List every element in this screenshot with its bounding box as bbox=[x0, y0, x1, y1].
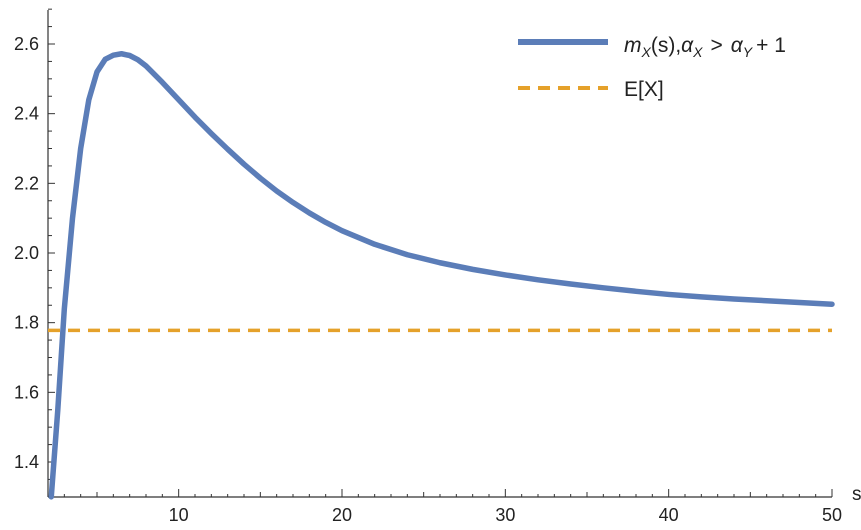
y-tick-label: 2.4 bbox=[14, 104, 39, 124]
x-tick-label: 30 bbox=[495, 505, 515, 525]
x-tick-label: 40 bbox=[659, 505, 679, 525]
legend-alpha-x: α bbox=[681, 34, 694, 57]
legend-alpha-y: α bbox=[731, 34, 744, 57]
y-tick-label: 2.2 bbox=[14, 173, 39, 193]
x-tick-label: 10 bbox=[169, 505, 189, 525]
y-tick-label: 1.6 bbox=[14, 382, 39, 402]
y-tick-label: 1.4 bbox=[14, 452, 39, 472]
legend-gt: > bbox=[711, 34, 723, 57]
x-axis-label: s bbox=[852, 484, 861, 505]
legend-alpha-x-sub: X bbox=[692, 44, 703, 60]
series-layer bbox=[48, 51, 835, 500]
legend-label-ex: E[X] bbox=[624, 78, 664, 101]
series-line-mx bbox=[48, 51, 835, 500]
legend-alpha-y-sub: Y bbox=[743, 44, 754, 60]
legend-m-sub: X bbox=[641, 44, 652, 60]
legend-mid: (s), bbox=[651, 34, 681, 57]
axes: 1.4 1.6 1.8 2.0 2.2 2.4 2.6 10 20 30 40 50 bbox=[14, 8, 842, 525]
y-tick-label: 1.8 bbox=[14, 313, 39, 333]
legend-label-mx: mX(s),αX > αY + 1 bbox=[624, 34, 786, 60]
legend: mX(s),αX > αY + 1 E[X] bbox=[518, 34, 786, 101]
x-tick-label: 20 bbox=[332, 505, 352, 525]
x-tick-label: 50 bbox=[822, 505, 842, 525]
legend-plus-one: + 1 bbox=[756, 34, 786, 57]
legend-m: m bbox=[624, 34, 642, 57]
y-tick-label: 2.6 bbox=[14, 34, 39, 54]
y-tick-label: 2.0 bbox=[14, 243, 39, 263]
